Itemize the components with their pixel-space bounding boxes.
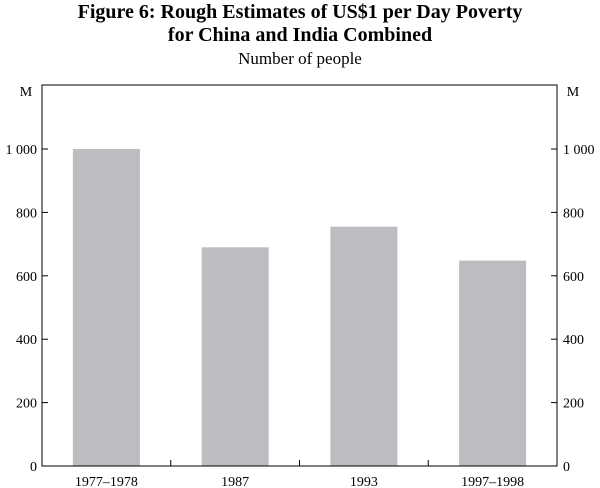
bar-2 — [330, 226, 398, 466]
x-tick-label-2: 1993 — [350, 475, 378, 488]
y-tick-label-left-5: 1 000 — [6, 143, 38, 158]
chart-title-line-2: for China and India Combined — [167, 24, 433, 46]
y-tick-label-left-1: 200 — [16, 397, 37, 412]
y-tick-label-left-3: 600 — [16, 270, 37, 285]
y-tick-label-left-4: 800 — [16, 206, 37, 221]
bar-1 — [201, 247, 269, 466]
y-tick-label-right-0: 0 — [563, 460, 570, 475]
bars-layer — [72, 149, 527, 466]
y-tick-label-right-1: 200 — [563, 397, 584, 412]
y-tick-label-right-2: 400 — [563, 333, 584, 348]
y-tick-label-left-2: 400 — [16, 333, 37, 348]
chart-subtitle: Number of people — [238, 49, 362, 68]
y-tick-label-right-3: 600 — [563, 270, 584, 285]
y-unit-left: M — [20, 85, 33, 100]
bar-0 — [72, 149, 140, 466]
x-tick-label-1: 1987 — [221, 475, 249, 488]
ticks-layer: 1977–1978 1987 1993 1997–1998 0 0 200 200 400 400… — [6, 143, 595, 488]
y-tick-label-right-4: 800 — [563, 206, 584, 221]
x-tick-label-0: 1977–1978 — [75, 475, 138, 488]
bar-3 — [459, 260, 527, 466]
x-tick-label-3: 1997–1998 — [461, 475, 524, 488]
y-unit-right: M — [567, 85, 580, 100]
y-tick-label-right-5: 1 000 — [563, 143, 595, 158]
chart-title-line-1: Figure 6: Rough Estimates of US$1 per Da… — [77, 1, 523, 23]
y-tick-label-left-0: 0 — [30, 460, 37, 475]
